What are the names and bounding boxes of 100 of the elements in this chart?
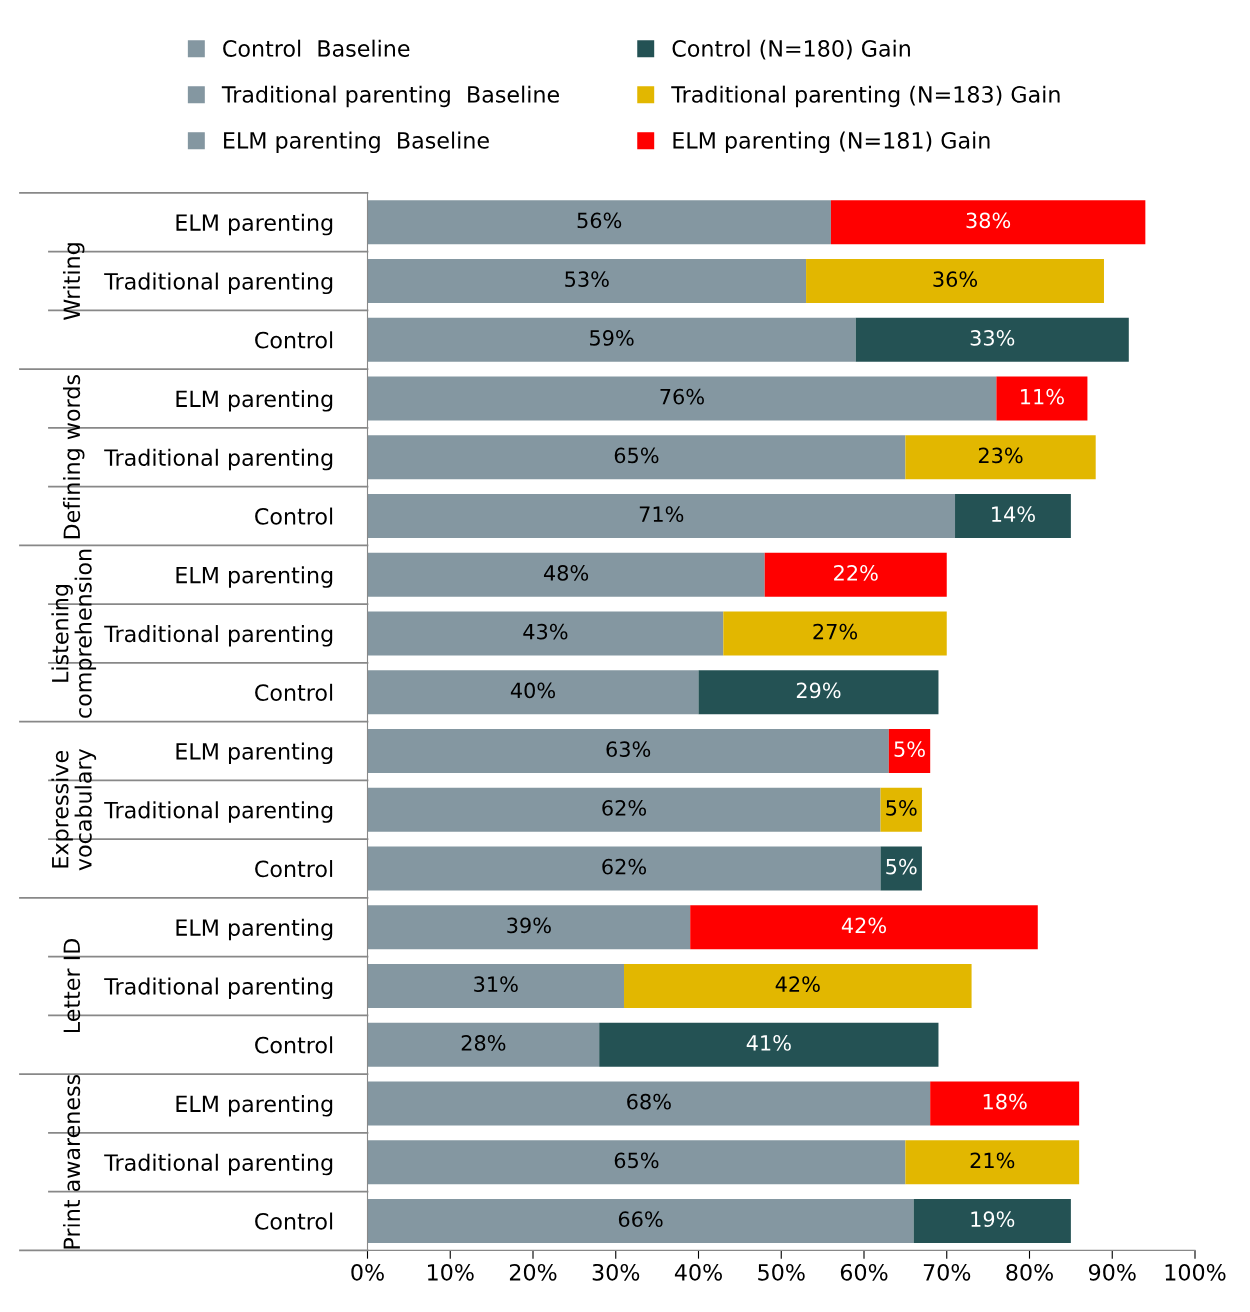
y-tick-label: Traditional parenting xyxy=(104,977,333,1000)
y-tick-label: Control xyxy=(255,683,333,701)
bar xyxy=(367,1022,600,1067)
legend-label: ELM parenting (N=181) Gain xyxy=(673,131,990,154)
data-label: 62% xyxy=(602,800,647,816)
x-tick-label: 10% xyxy=(427,1263,474,1281)
bar xyxy=(367,1081,931,1126)
text: Defining words xyxy=(62,375,85,539)
data-label: 66% xyxy=(618,1211,663,1228)
y-tick-label: ELM parenting xyxy=(176,213,333,236)
data-label: 65% xyxy=(614,1152,659,1169)
data-label: 36% xyxy=(933,271,978,288)
x-tick-label: 100% xyxy=(1165,1263,1226,1281)
data-label: 18% xyxy=(983,1093,1027,1110)
data-label: 5% xyxy=(894,741,925,758)
data-label: 29% xyxy=(796,682,841,699)
y-tick-label: Control xyxy=(255,331,333,349)
bar xyxy=(806,258,1104,304)
data-label: 19% xyxy=(971,1211,1015,1228)
bar xyxy=(624,963,972,1008)
x-tick-label: 0% xyxy=(351,1263,384,1281)
bar xyxy=(367,846,881,891)
bar xyxy=(367,200,831,245)
data-label: 42% xyxy=(841,917,886,934)
bar xyxy=(367,728,889,773)
bar xyxy=(888,728,931,773)
legend-label: Traditional parenting (N=183) Gain xyxy=(671,85,1060,108)
data-label: 28% xyxy=(461,1035,506,1051)
x-tick-label: 70% xyxy=(923,1263,971,1281)
bar xyxy=(599,1022,939,1067)
bar xyxy=(690,905,1038,950)
bar xyxy=(905,1140,1080,1185)
x-tick-label: 80% xyxy=(1006,1263,1053,1281)
data-label: 71% xyxy=(639,506,684,523)
data-label: 56% xyxy=(577,212,622,229)
data-label: 62% xyxy=(602,858,647,875)
y-tick-label: Traditional parenting xyxy=(104,625,333,647)
data-label: 76% xyxy=(660,388,704,405)
data-label: 5% xyxy=(886,800,917,816)
data-label: 59% xyxy=(590,330,634,346)
data-label: 41% xyxy=(746,1035,791,1051)
legend-label: Control Baseline xyxy=(223,39,410,57)
data-label: 40% xyxy=(510,682,555,699)
bar xyxy=(367,552,765,597)
y-tick-label: Traditional parenting xyxy=(104,801,333,823)
y-tick-label: ELM parenting xyxy=(176,918,333,941)
bar xyxy=(905,435,1096,480)
y-tick-label: Control xyxy=(255,860,333,878)
y-tick-label: Control xyxy=(255,507,333,525)
y-tick-label: Traditional parenting xyxy=(104,448,333,471)
text: Listening comprehension xyxy=(51,549,97,718)
bar xyxy=(723,611,947,656)
data-label: 23% xyxy=(978,447,1023,464)
bar xyxy=(698,670,939,715)
data-label: 68% xyxy=(627,1093,671,1110)
y-tick-label: ELM parenting xyxy=(176,742,333,765)
data-label: 39% xyxy=(507,917,551,934)
y-tick-label: ELM parenting xyxy=(176,1095,333,1117)
bar xyxy=(367,670,699,715)
legend-label: ELM parenting Baseline xyxy=(224,131,489,154)
bar xyxy=(913,1198,1071,1243)
bar xyxy=(367,787,881,832)
data-label: 21% xyxy=(970,1152,1015,1169)
data-label: 31% xyxy=(474,976,518,993)
text: Expressive vocabulary xyxy=(51,748,97,871)
x-tick-label: 30% xyxy=(592,1263,640,1281)
bar xyxy=(764,552,947,597)
bar xyxy=(996,376,1088,421)
data-label: 33% xyxy=(970,330,1015,346)
legend-label: Control (N=180) Gain xyxy=(672,39,910,60)
x-tick-label: 50% xyxy=(758,1263,805,1281)
bar xyxy=(367,435,906,480)
legend-label: Traditional parenting Baseline xyxy=(221,85,559,108)
x-tick-label: 40% xyxy=(674,1263,722,1281)
text: Letter ID xyxy=(63,938,81,1033)
data-label: 53% xyxy=(565,271,609,288)
bar xyxy=(367,493,956,539)
bar xyxy=(367,611,724,656)
text: Writing xyxy=(62,243,85,320)
y-tick-label: Traditional parenting xyxy=(104,272,333,295)
x-tick-label: 60% xyxy=(840,1263,888,1281)
y-tick-label: Control xyxy=(255,1212,333,1230)
bar xyxy=(367,376,997,421)
bar xyxy=(367,317,856,362)
x-tick-label: 20% xyxy=(509,1263,557,1281)
bar xyxy=(955,493,1071,539)
data-label: 38% xyxy=(966,212,1011,229)
x-tick-label: 90% xyxy=(1088,1263,1136,1281)
text: Print awareness xyxy=(62,1074,81,1249)
bar xyxy=(930,1081,1080,1126)
data-label: 63% xyxy=(606,741,651,758)
data-label: 27% xyxy=(813,623,858,640)
bar xyxy=(880,787,922,832)
data-label: 5% xyxy=(886,858,917,875)
y-tick-label: Traditional parenting xyxy=(104,1153,333,1176)
data-label: 22% xyxy=(834,565,878,581)
y-tick-label: Control xyxy=(255,1036,333,1054)
bar xyxy=(367,1198,914,1243)
data-label: 43% xyxy=(523,623,568,640)
bar xyxy=(880,846,922,891)
